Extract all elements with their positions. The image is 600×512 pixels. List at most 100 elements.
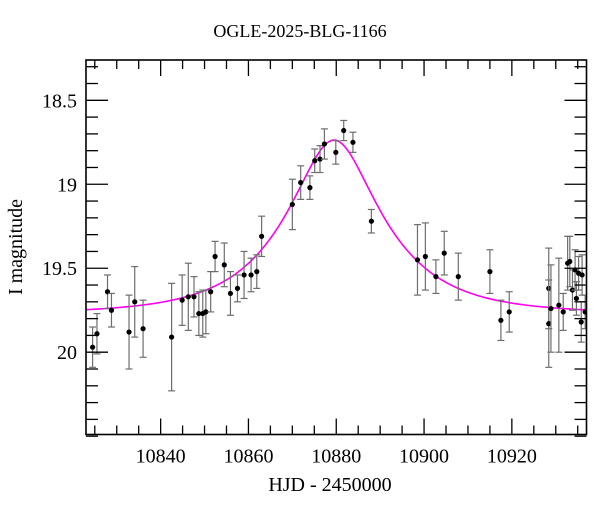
data-point [454,252,462,301]
data-point-marker [422,253,428,260]
data-point [139,299,147,358]
data-point [432,259,440,295]
data-point [547,264,555,353]
data-point-marker [455,274,461,280]
data-point-marker [196,310,202,317]
data-point-marker [333,149,339,155]
data-point-marker [227,290,234,297]
data-point-marker [548,305,554,312]
data-point-marker [208,289,214,295]
data-point-marker [298,179,304,186]
data-point-marker [132,299,138,305]
data-point-marker [212,253,218,260]
data-point-marker [221,262,227,268]
data-point [497,299,505,342]
data-point-marker [185,294,191,300]
data-point [253,254,261,289]
data-point [107,292,115,328]
model-curve-path [86,139,587,311]
data-point-marker [108,307,115,313]
chart-title: OGLE-2025-BLG-1166 [213,21,386,41]
data-point [349,131,357,153]
data-point-marker [433,274,439,280]
data-point [413,223,421,296]
data-point-marker [89,344,96,350]
data-point [190,276,198,318]
data-point-marker [506,309,512,315]
data-point-marker [487,269,493,275]
data-point-marker [317,156,323,162]
data-point [233,274,241,303]
data-point-marker [350,139,356,145]
data-point-marker [556,302,562,308]
data-point-marker [579,272,585,278]
data-point [577,301,585,343]
data-point-marker [441,250,447,256]
data-point [202,289,210,335]
data-point-marker [234,285,241,291]
data-point [240,250,248,300]
data-point [340,119,348,142]
data-point-marker [126,329,132,335]
data-point [320,128,328,160]
data-point [311,148,319,174]
model-curve [86,139,587,311]
data-point-marker [560,309,566,315]
data-point [207,271,215,313]
data-point [505,291,513,333]
data-point [220,242,228,288]
data-point [89,326,97,368]
data-point [578,254,586,296]
data-point-marker [321,141,327,147]
x-tick-label: 10900 [399,446,449,468]
x-tick-label: 10920 [487,446,537,468]
data-points [89,119,587,392]
plot-border [85,59,588,436]
data-point [195,291,203,337]
data-point [184,262,192,331]
data-point-marker [203,309,209,315]
data-point [559,292,567,331]
data-point [332,140,340,165]
data-point-marker [341,127,347,134]
x-tick-label: 10860 [223,446,273,468]
data-point [226,271,234,316]
data-point-marker [578,319,584,325]
data-point [125,294,133,370]
data-point-marker [241,272,247,278]
data-point-marker [191,294,197,300]
data-point-marker [289,201,295,208]
data-point [288,178,296,231]
data-point-marker [582,309,587,315]
data-point-marker [259,233,265,239]
data-point [367,208,375,234]
data-point [178,274,186,326]
x-tick-label: 10880 [311,446,361,468]
data-point-marker [414,257,421,263]
data-point [421,222,429,291]
data-point [440,230,448,276]
data-point [572,281,580,316]
x-tick-label: 10840 [136,446,186,468]
tick-labels: 10840 10860 10880 10900 10920 18.5 19 19.5 20 [42,90,537,467]
data-point [316,145,324,174]
data-point [555,257,563,353]
data-point [581,294,587,330]
data-point-marker [248,272,254,278]
data-point [297,165,305,200]
data-point-marker [573,295,580,302]
x-axis-label: HJD - 2450000 [268,474,391,496]
data-point-marker [140,326,146,332]
data-point [247,257,255,293]
y-tick-label: 18.5 [42,90,77,112]
axis-ticks [86,60,587,437]
data-point-marker [567,258,573,265]
y-tick-label: 19.5 [42,258,77,280]
data-point [211,240,219,273]
data-point-marker [312,158,318,164]
data-point-marker [368,218,374,224]
data-point [486,249,494,295]
data-point-marker [498,317,504,323]
data-point [104,274,112,310]
